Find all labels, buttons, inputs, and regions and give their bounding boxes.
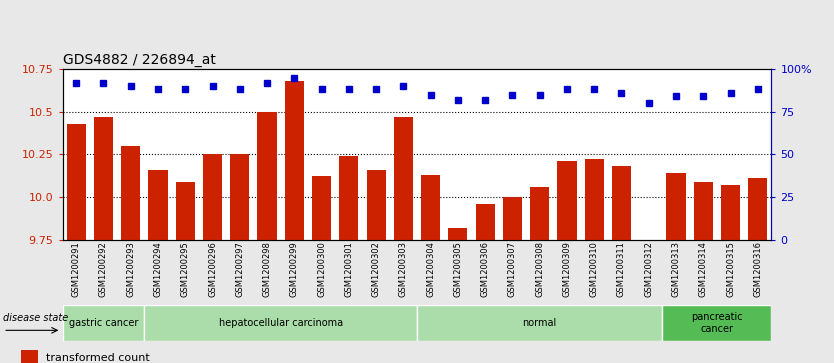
- Bar: [67, 123, 86, 240]
- Bar: [63, 305, 144, 341]
- Bar: [21, 350, 38, 363]
- Bar: [230, 154, 249, 240]
- Bar: [148, 170, 168, 240]
- Bar: [144, 305, 417, 341]
- Text: gastric cancer: gastric cancer: [68, 318, 138, 328]
- Bar: [258, 111, 277, 240]
- Text: hepatocellular carcinoma: hepatocellular carcinoma: [219, 318, 343, 328]
- Bar: [394, 117, 413, 240]
- Bar: [503, 197, 522, 240]
- Bar: [612, 166, 631, 240]
- Bar: [176, 182, 195, 240]
- Bar: [339, 156, 359, 240]
- Text: pancreatic
cancer: pancreatic cancer: [691, 312, 743, 334]
- Bar: [421, 175, 440, 240]
- Bar: [121, 146, 140, 240]
- Bar: [284, 81, 304, 240]
- Bar: [417, 305, 662, 341]
- Bar: [475, 204, 495, 240]
- Bar: [530, 187, 550, 240]
- Bar: [721, 185, 740, 240]
- Bar: [203, 154, 222, 240]
- Text: normal: normal: [523, 318, 557, 328]
- Bar: [694, 182, 713, 240]
- Text: transformed count: transformed count: [46, 353, 149, 363]
- Bar: [367, 170, 385, 240]
- Text: GDS4882 / 226894_at: GDS4882 / 226894_at: [63, 53, 215, 66]
- Bar: [585, 159, 604, 240]
- Bar: [557, 161, 576, 240]
- Bar: [666, 173, 686, 240]
- Bar: [449, 228, 467, 240]
- Bar: [94, 117, 113, 240]
- Bar: [662, 305, 771, 341]
- Bar: [748, 178, 767, 240]
- Text: disease state: disease state: [3, 313, 68, 323]
- Bar: [312, 176, 331, 240]
